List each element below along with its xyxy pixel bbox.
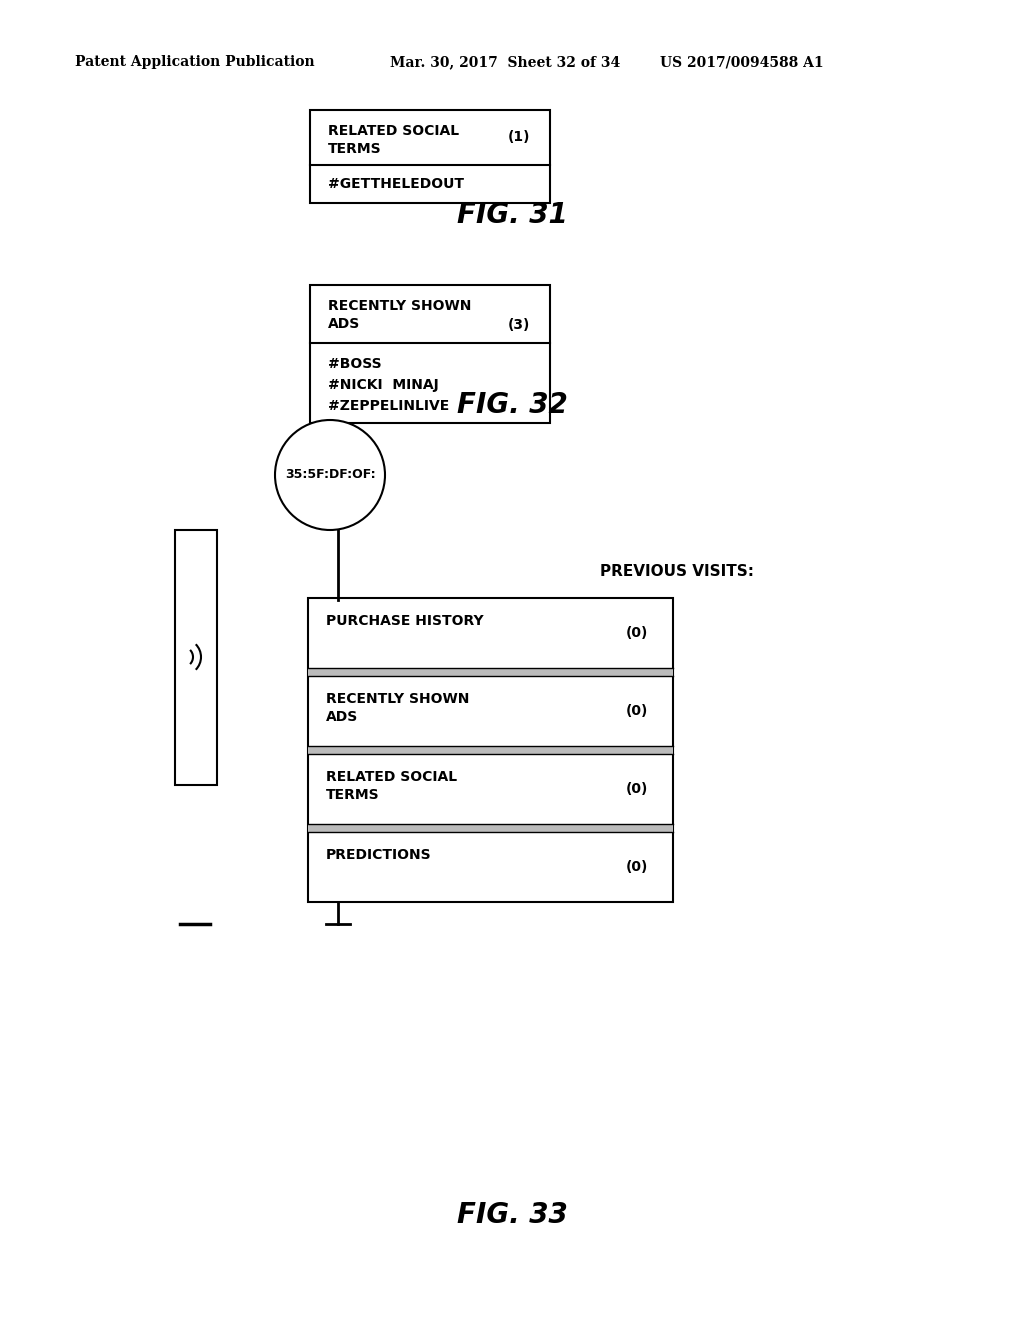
Circle shape (275, 420, 385, 531)
Bar (308, 668, 673, 676)
Text: #ZEPPELINLIVE: #ZEPPELINLIVE (328, 399, 450, 413)
Text: Mar. 30, 2017  Sheet 32 of 34: Mar. 30, 2017 Sheet 32 of 34 (390, 55, 621, 69)
Text: ADS: ADS (328, 317, 360, 331)
Text: FIG. 31: FIG. 31 (457, 201, 567, 228)
Text: ADS: ADS (326, 710, 358, 723)
Text: PURCHASE HISTORY: PURCHASE HISTORY (326, 614, 483, 628)
Text: (0): (0) (626, 861, 648, 874)
Bar (175, 531, 217, 785)
Text: (0): (0) (626, 626, 648, 640)
Text: Patent Application Publication: Patent Application Publication (75, 55, 314, 69)
Text: TERMS: TERMS (328, 143, 382, 156)
Text: (1): (1) (508, 129, 530, 144)
Text: FIG. 32: FIG. 32 (457, 391, 567, 418)
Bar (308, 824, 673, 832)
Bar (310, 285, 550, 422)
Text: #BOSS: #BOSS (328, 356, 382, 371)
Text: #GETTHELEDOUT: #GETTHELEDOUT (328, 177, 464, 191)
Text: PREVIOUS VISITS:: PREVIOUS VISITS: (600, 565, 754, 579)
Text: RELATED SOCIAL: RELATED SOCIAL (328, 124, 459, 139)
Text: (3): (3) (508, 318, 530, 333)
Bar (308, 598, 673, 902)
Text: TERMS: TERMS (326, 788, 380, 803)
Text: RELATED SOCIAL: RELATED SOCIAL (326, 770, 457, 784)
Text: PREDICTIONS: PREDICTIONS (326, 847, 432, 862)
Text: US 2017/0094588 A1: US 2017/0094588 A1 (660, 55, 823, 69)
Text: FIG. 33: FIG. 33 (457, 1201, 567, 1229)
Bar (310, 110, 550, 203)
Text: RECENTLY SHOWN: RECENTLY SHOWN (326, 692, 469, 706)
Text: RECENTLY SHOWN: RECENTLY SHOWN (328, 300, 471, 313)
Text: #NICKI  MINAJ: #NICKI MINAJ (328, 378, 438, 392)
Text: 35:5F:DF:OF:: 35:5F:DF:OF: (285, 469, 376, 482)
Text: (0): (0) (626, 781, 648, 796)
Text: (0): (0) (626, 704, 648, 718)
Bar (308, 746, 673, 754)
